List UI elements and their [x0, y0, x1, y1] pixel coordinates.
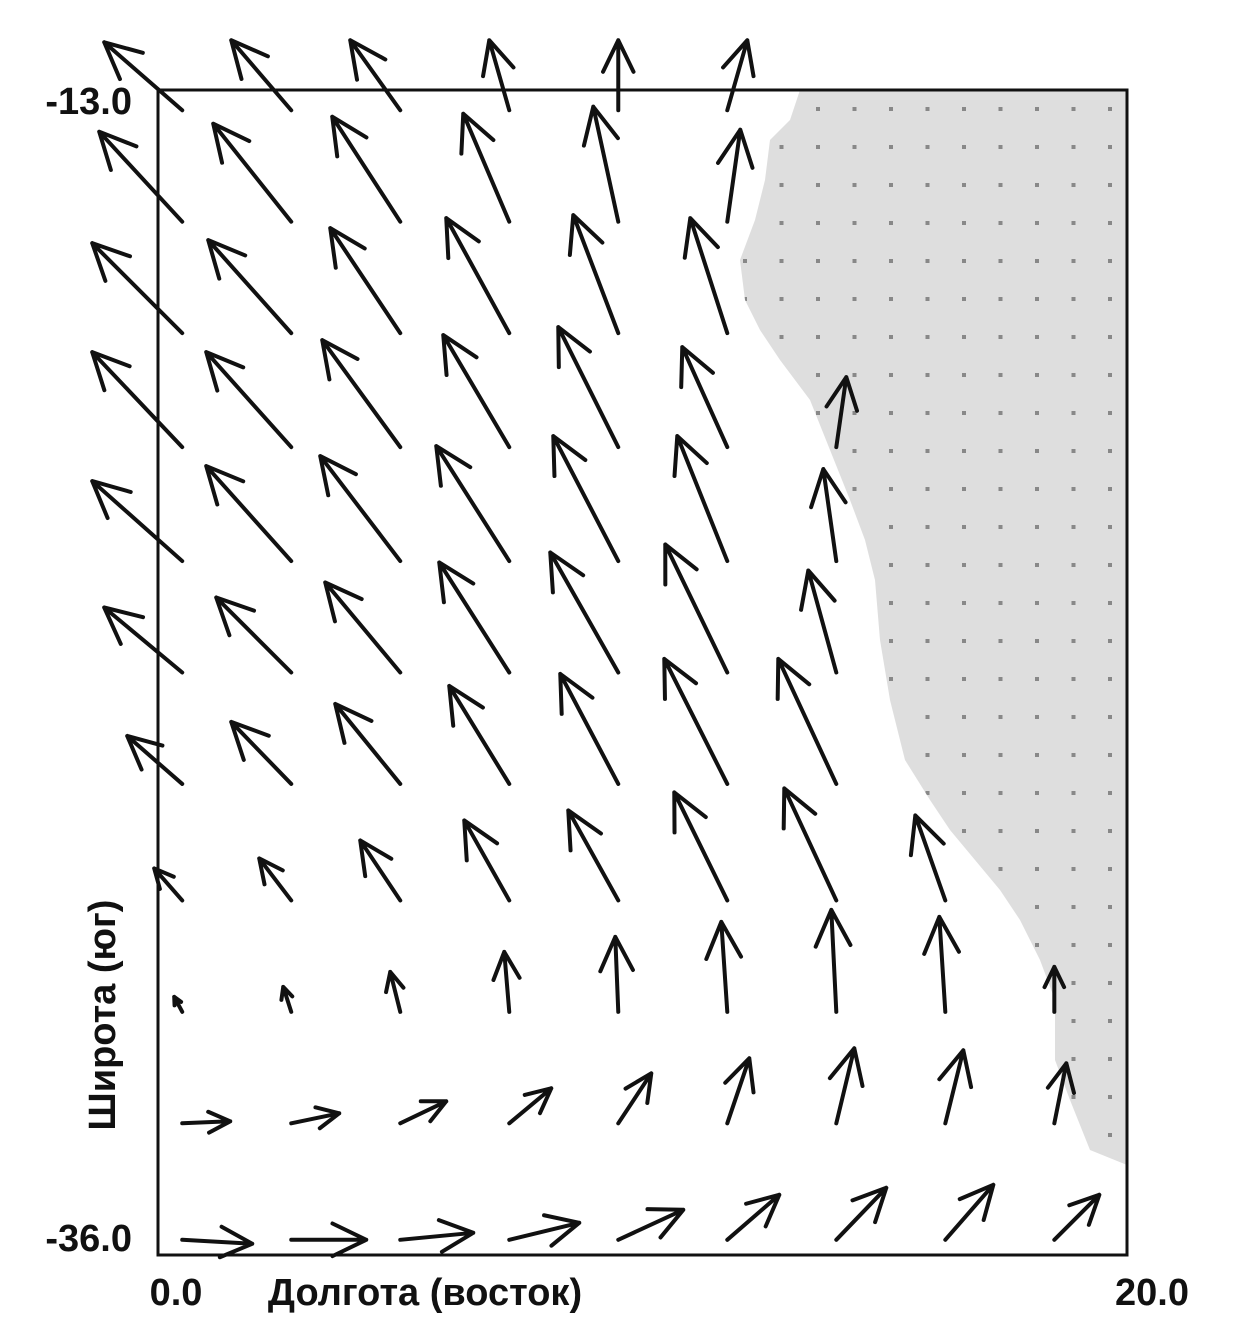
- arrow: [214, 595, 294, 675]
- y-tick-label: -13.0: [45, 81, 132, 123]
- arrow: [481, 38, 516, 113]
- arrow: [716, 127, 755, 224]
- arrow: [90, 241, 185, 336]
- arrow: [1042, 964, 1067, 1014]
- arrow: [507, 1213, 582, 1248]
- arrow: [180, 1224, 255, 1260]
- arrow: [663, 542, 730, 675]
- arrow: [813, 907, 853, 1014]
- arrow: [601, 38, 636, 113]
- arrow: [459, 111, 512, 224]
- arrow: [330, 114, 403, 224]
- arrow: [827, 1046, 865, 1126]
- arrow: [672, 434, 730, 564]
- arrow: [289, 1221, 369, 1259]
- arrow: [102, 40, 185, 113]
- arrow: [556, 325, 621, 450]
- arrow: [548, 550, 621, 675]
- arrow: [721, 38, 756, 113]
- arrow: [318, 454, 403, 564]
- arrow: [775, 656, 839, 786]
- arrow: [908, 813, 948, 903]
- land: [740, 90, 1127, 1165]
- y-axis-label: Широта (юг): [82, 900, 124, 1131]
- arrow: [1045, 1061, 1076, 1126]
- arrow: [434, 444, 512, 564]
- arrow: [180, 1109, 233, 1135]
- arrow: [581, 104, 621, 224]
- arrow: [172, 994, 185, 1014]
- arrow: [257, 856, 294, 903]
- arrow: [704, 919, 744, 1014]
- arrow: [323, 580, 403, 675]
- arrow: [328, 226, 403, 336]
- arrow: [799, 568, 839, 675]
- plot-frame: [156, 88, 1129, 1257]
- arrow: [682, 216, 730, 336]
- arrow: [551, 434, 621, 564]
- arrow: [398, 1099, 449, 1126]
- arrow: [781, 786, 839, 903]
- arrow: [204, 350, 294, 450]
- arrow: [206, 238, 294, 336]
- arrow: [204, 464, 294, 564]
- arrow: [616, 1071, 654, 1126]
- arrow: [598, 934, 635, 1014]
- arrow: [834, 1185, 889, 1242]
- arrow: [616, 1207, 686, 1242]
- x-tick-label: 0.0: [150, 1272, 203, 1314]
- arrow: [558, 671, 621, 786]
- arrow: [679, 345, 730, 450]
- arrow: [725, 1192, 782, 1242]
- arrow: [566, 808, 621, 903]
- arrow: [348, 38, 403, 113]
- arrow: [90, 479, 185, 564]
- arrow: [809, 467, 848, 564]
- arrow: [723, 1056, 756, 1126]
- arrow: [279, 984, 295, 1014]
- arrow: [824, 375, 860, 450]
- arrow: [462, 818, 512, 903]
- arrow: [320, 338, 403, 450]
- arrow: [358, 838, 403, 903]
- arrow: [90, 350, 185, 450]
- arrow: [384, 969, 406, 1014]
- arrow: [441, 333, 512, 450]
- arrow: [507, 1086, 554, 1126]
- arrow: [444, 216, 512, 336]
- arrow: [211, 121, 294, 224]
- x-tick-label: 20.0: [1115, 1272, 1189, 1314]
- arrow: [97, 129, 185, 224]
- arrow: [1052, 1192, 1102, 1242]
- arrow: [229, 38, 294, 113]
- arrow: [491, 949, 522, 1014]
- x-axis-label: Долгота (восток): [268, 1272, 582, 1314]
- arrow: [398, 1218, 476, 1254]
- arrow: [937, 1048, 974, 1126]
- arrow: [289, 1105, 342, 1131]
- arrow: [102, 605, 185, 675]
- arrow: [922, 914, 961, 1014]
- arrow: [447, 683, 512, 786]
- arrow: [662, 656, 730, 786]
- arrow: [229, 719, 294, 786]
- arrow: [567, 213, 621, 336]
- arrow: [672, 790, 730, 903]
- arrow: [943, 1182, 996, 1242]
- arrow: [152, 866, 185, 903]
- arrow: [125, 733, 185, 786]
- arrow: [333, 701, 403, 786]
- arrow: [437, 560, 512, 675]
- y-tick-label: -36.0: [45, 1218, 132, 1260]
